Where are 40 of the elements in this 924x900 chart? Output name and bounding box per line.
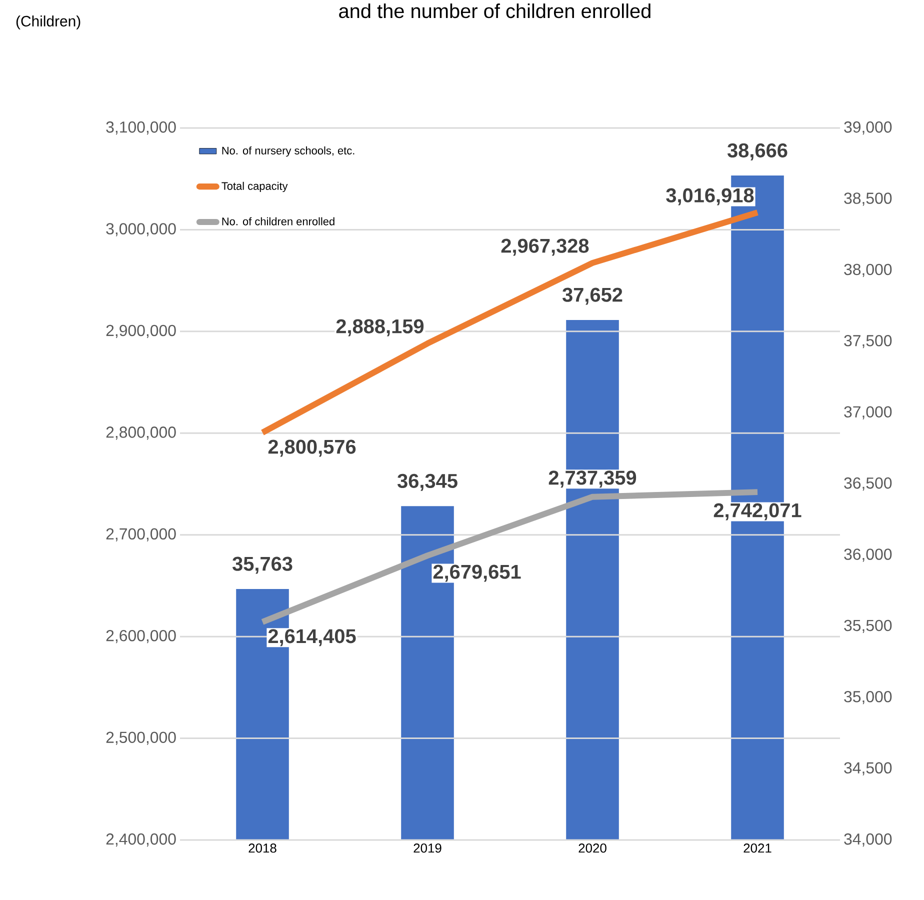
data-label: 2,737,359 — [548, 470, 636, 488]
y-tick-label: 3,000,000 — [106, 223, 176, 236]
y-tick-label: 2,800,000 — [106, 426, 176, 440]
data-label: 2,967,328 — [501, 238, 589, 256]
legend-label: Total capacity — [222, 182, 288, 192]
data-label: 37,652 — [562, 288, 622, 305]
y-tick-label: 2,900,000 — [106, 324, 176, 338]
data-label: 2,800,576 — [268, 440, 356, 457]
data-label: 36,345 — [397, 474, 458, 491]
data-label: 35,763 — [232, 556, 292, 574]
y2-tick-label: 39,000 — [844, 121, 892, 135]
y2-tick-label: 37,000 — [844, 406, 892, 420]
y2-tick-label: 34,500 — [844, 762, 892, 776]
legend-label: No. of children enrolled — [222, 217, 334, 226]
data-label: 3,016,918 — [666, 188, 754, 206]
y-tick-label: 2,400,000 — [106, 833, 176, 847]
data-label: 2,614,405 — [268, 629, 356, 646]
data-label: 2,679,651 — [433, 564, 521, 582]
y-tick-label: 3,100,000 — [106, 121, 176, 135]
x-tick-label: 2019 — [414, 844, 442, 853]
y2-tick-label: 38,000 — [844, 264, 892, 277]
data-label: 38,666 — [727, 143, 788, 160]
y2-tick-label: 37,500 — [844, 335, 892, 348]
y2-tick-label: 38,500 — [844, 192, 892, 206]
x-tick-label: 2018 — [248, 844, 276, 853]
chart-title: and the number of children enrolled — [339, 4, 650, 18]
y2-tick-label: 35,500 — [844, 620, 892, 633]
y2-tick-label: 36,000 — [844, 548, 892, 562]
y-tick-label: 2,500,000 — [106, 732, 176, 745]
x-tick-label: 2020 — [578, 844, 606, 853]
x-tick-label: 2021 — [744, 844, 772, 853]
data-label: 2,888,159 — [336, 319, 424, 336]
data-label: 2,742,071 — [714, 503, 802, 520]
y2-tick-label: 35,000 — [844, 691, 892, 704]
y-tick-label: 2,700,000 — [106, 528, 176, 542]
y2-tick-label: 36,500 — [844, 477, 892, 491]
y2-tick-label: 34,000 — [844, 833, 892, 847]
y-tick-label: 2,600,000 — [106, 630, 176, 644]
text: (Children) — [16, 16, 80, 30]
legend-label: No. of nursery schools, etc. — [222, 146, 354, 157]
